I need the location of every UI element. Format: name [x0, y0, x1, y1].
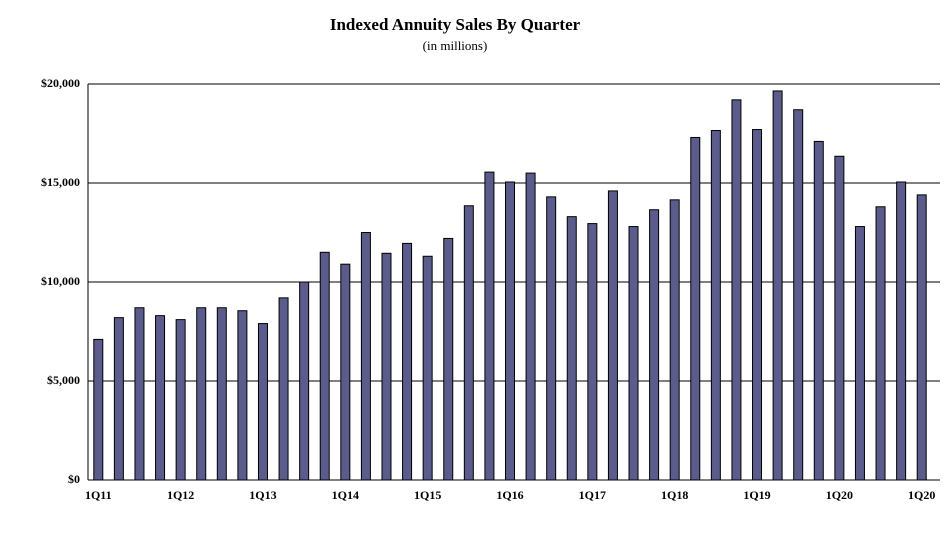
bar [402, 242, 413, 481]
y-tick-label: $5,000 [47, 373, 80, 387]
bar [319, 251, 330, 481]
bar [752, 129, 763, 481]
bar [875, 206, 886, 481]
bar [134, 307, 145, 481]
bar [443, 237, 454, 481]
bar [546, 196, 557, 481]
x-tick-label: 1Q11 [85, 488, 112, 502]
bar [299, 281, 310, 481]
bar [587, 223, 598, 481]
bar [669, 199, 680, 481]
bar [422, 255, 433, 481]
bar [381, 252, 392, 481]
bar [772, 90, 783, 481]
bar [340, 263, 351, 481]
bar [257, 323, 268, 481]
bar [628, 226, 639, 481]
y-tick-label: $15,000 [41, 175, 80, 189]
x-tick-label: 1Q15 [414, 488, 441, 502]
bar [710, 130, 721, 481]
bar [731, 99, 742, 481]
chart-title: Indexed Annuity Sales By Quarter [330, 15, 581, 34]
bar [196, 307, 207, 481]
bar [896, 181, 907, 481]
bar [175, 319, 186, 481]
x-tick-label: 1Q18 [661, 488, 688, 502]
bar [690, 136, 701, 481]
bar [916, 194, 927, 481]
chart-subtitle: (in millions) [423, 38, 488, 53]
bar [505, 181, 515, 481]
bar [793, 109, 804, 481]
bar [484, 171, 495, 481]
bar [155, 315, 166, 481]
bar [237, 310, 248, 481]
bar [93, 338, 104, 481]
x-tick-label: 1Q19 [743, 488, 770, 502]
y-tick-label: $10,000 [41, 274, 80, 288]
bar [854, 226, 865, 481]
bar [278, 297, 289, 481]
bar [525, 172, 536, 481]
y-tick-label: $0 [68, 472, 80, 486]
bar [360, 232, 371, 481]
bar [607, 190, 618, 481]
bar [216, 307, 227, 481]
x-tick-label: 1Q13 [249, 488, 276, 502]
bar [834, 155, 845, 481]
bar [113, 317, 124, 481]
bar [649, 209, 660, 481]
x-tick-label: 1Q14 [332, 488, 359, 502]
bar [566, 216, 577, 481]
x-tick-label: 1Q20 [826, 488, 853, 502]
x-tick-label: 1Q12 [167, 488, 194, 502]
x-tick-label: 1Q16 [496, 488, 523, 502]
x-tick-label: 1Q17 [579, 488, 606, 502]
bar [813, 140, 824, 481]
bar [463, 205, 474, 481]
x-tick-label: 1Q20 [908, 488, 935, 502]
y-tick-label: $20,000 [41, 76, 80, 90]
